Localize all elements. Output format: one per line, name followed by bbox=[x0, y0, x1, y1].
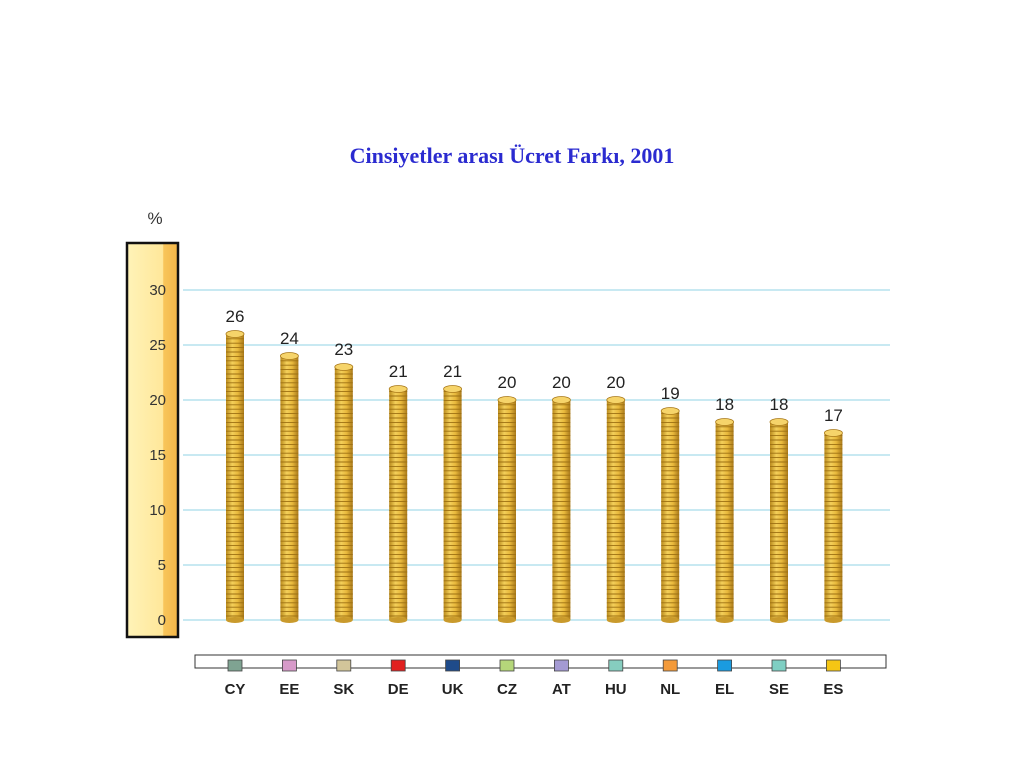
value-label-sk: 23 bbox=[334, 340, 353, 359]
y-tick-label: 5 bbox=[158, 557, 166, 574]
y-axis-panel bbox=[125, 241, 180, 639]
bar-cap bbox=[225, 330, 245, 338]
bar-base bbox=[389, 617, 408, 623]
y-tick-label: 0 bbox=[158, 612, 166, 629]
chart-title: Cinsiyetler arası Ücret Farkı, 2001 bbox=[349, 143, 675, 168]
legend-swatch-es bbox=[826, 659, 841, 672]
bar-body bbox=[334, 367, 353, 620]
bar-body bbox=[443, 389, 462, 620]
bar-body bbox=[226, 334, 244, 620]
category-label-se: SE bbox=[769, 681, 789, 698]
legend-swatch-sk bbox=[336, 659, 352, 672]
category-labels: CY EE SK DE UK CZ AT HU NL EL SE ES bbox=[225, 681, 844, 698]
category-label-cz: CZ bbox=[497, 681, 517, 698]
grid-lines bbox=[183, 289, 890, 621]
category-label-cy: CY bbox=[225, 681, 246, 698]
bar-base bbox=[280, 617, 299, 623]
bar-base bbox=[334, 617, 353, 623]
bar-base bbox=[552, 617, 571, 623]
category-label-uk: UK bbox=[442, 681, 464, 698]
legend-swatch-de bbox=[390, 659, 406, 672]
value-label-uk: 21 bbox=[443, 362, 462, 381]
legend-swatches bbox=[227, 659, 841, 672]
bar-es bbox=[824, 429, 843, 623]
y-tick-label: 25 bbox=[149, 337, 166, 354]
bar-ee bbox=[279, 352, 299, 623]
bar-cap bbox=[279, 352, 299, 360]
bar-sk bbox=[334, 363, 354, 623]
bar-cap bbox=[606, 396, 626, 404]
bar-base bbox=[715, 617, 734, 623]
value-label-nl: 19 bbox=[661, 384, 680, 403]
value-label-el: 18 bbox=[715, 395, 734, 414]
legend-swatch-ee bbox=[281, 659, 297, 672]
bar-body bbox=[715, 422, 734, 620]
bar-cap bbox=[715, 418, 734, 426]
y-tick-label: 10 bbox=[149, 502, 166, 519]
category-label-el: EL bbox=[715, 681, 734, 698]
bar-cap bbox=[443, 385, 463, 393]
bar-base bbox=[226, 617, 244, 623]
bar-at bbox=[552, 396, 571, 623]
value-label-cy: 26 bbox=[226, 307, 245, 326]
bar-hu bbox=[606, 396, 626, 623]
bar-cap bbox=[334, 363, 354, 371]
bar-cap bbox=[824, 429, 843, 437]
y-tick-labels: 0 5 10 15 20 25 30 bbox=[149, 282, 166, 629]
bar-de bbox=[388, 385, 408, 623]
category-label-ee: EE bbox=[279, 681, 299, 698]
bar-body bbox=[770, 422, 788, 620]
y-tick-label: 20 bbox=[149, 392, 166, 409]
bar-base bbox=[770, 617, 788, 623]
legend-box bbox=[194, 654, 887, 669]
bar-cap bbox=[388, 385, 408, 393]
category-label-sk: SK bbox=[333, 681, 354, 698]
bar-se bbox=[769, 418, 789, 623]
value-labels: 26 24 23 21 21 20 20 20 19 18 18 17 bbox=[226, 307, 843, 425]
value-label-se: 18 bbox=[770, 395, 789, 414]
category-label-nl: NL bbox=[660, 681, 680, 698]
value-label-es: 17 bbox=[824, 406, 843, 425]
bar-base bbox=[824, 617, 843, 623]
bars bbox=[225, 330, 843, 623]
value-label-ee: 24 bbox=[280, 329, 299, 348]
y-axis-unit-label: % bbox=[147, 209, 162, 228]
bar-nl bbox=[660, 407, 680, 623]
bar-cap bbox=[497, 396, 517, 404]
bar-body bbox=[389, 389, 408, 620]
category-label-es: ES bbox=[823, 681, 843, 698]
value-label-hu: 20 bbox=[606, 373, 625, 392]
category-label-hu: HU bbox=[605, 681, 627, 698]
category-label-at: AT bbox=[552, 681, 571, 698]
y-tick-label: 15 bbox=[149, 447, 166, 464]
legend-swatch-hu bbox=[608, 659, 624, 672]
bar-base bbox=[661, 617, 680, 623]
legend-swatch-cy bbox=[227, 659, 243, 672]
bar-cz bbox=[497, 396, 517, 623]
value-label-cz: 20 bbox=[498, 373, 517, 392]
legend-swatch-uk bbox=[445, 659, 461, 672]
legend-swatch-cz bbox=[499, 659, 515, 672]
value-label-de: 21 bbox=[389, 362, 408, 381]
bar-base bbox=[498, 617, 516, 623]
value-label-at: 20 bbox=[552, 373, 571, 392]
bar-body bbox=[824, 433, 843, 620]
bar-body bbox=[661, 411, 680, 620]
bar-cap bbox=[660, 407, 680, 415]
category-label-de: DE bbox=[388, 681, 409, 698]
bar-uk bbox=[443, 385, 463, 623]
bar-base bbox=[606, 617, 625, 623]
bar-cy bbox=[225, 330, 245, 623]
bar-el bbox=[715, 418, 734, 623]
y-tick-label: 30 bbox=[149, 282, 166, 299]
legend-swatch-el bbox=[717, 659, 732, 672]
legend-swatch-se bbox=[771, 659, 787, 672]
bar-base bbox=[443, 617, 462, 623]
legend-swatch-nl bbox=[662, 659, 678, 672]
legend-swatch-at bbox=[554, 659, 569, 672]
bar-cap bbox=[769, 418, 789, 426]
bar-cap bbox=[552, 396, 571, 404]
